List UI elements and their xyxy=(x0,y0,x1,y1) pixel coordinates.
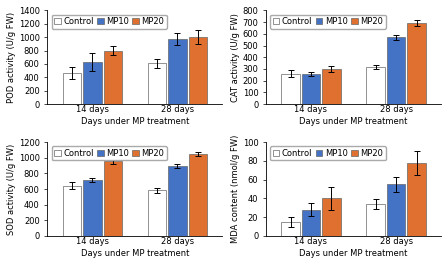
Bar xyxy=(148,63,166,104)
Bar xyxy=(103,51,122,104)
Bar xyxy=(83,180,102,236)
Y-axis label: MDA content (nmol/g FW): MDA content (nmol/g FW) xyxy=(231,135,240,243)
Bar xyxy=(407,163,426,236)
Y-axis label: POD activity (U/g FW): POD activity (U/g FW) xyxy=(7,12,16,103)
Legend: Control, MP10, MP20: Control, MP10, MP20 xyxy=(52,147,167,160)
Bar xyxy=(387,184,405,236)
Y-axis label: CAT activity (U/g FW): CAT activity (U/g FW) xyxy=(231,13,240,102)
Bar xyxy=(148,190,166,236)
X-axis label: Days under MP treatment: Days under MP treatment xyxy=(81,249,189,258)
X-axis label: Days under MP treatment: Days under MP treatment xyxy=(81,117,189,126)
Bar xyxy=(322,198,340,236)
Bar xyxy=(168,39,187,104)
Bar xyxy=(366,204,385,236)
Bar xyxy=(322,69,340,104)
Bar xyxy=(168,166,187,236)
Legend: Control, MP10, MP20: Control, MP10, MP20 xyxy=(270,147,386,160)
Bar xyxy=(63,73,81,104)
Bar xyxy=(63,186,81,236)
Bar xyxy=(302,74,320,104)
Bar xyxy=(83,62,102,104)
Bar xyxy=(281,222,300,236)
Bar xyxy=(387,37,405,104)
Legend: Control, MP10, MP20: Control, MP10, MP20 xyxy=(270,15,386,29)
Bar xyxy=(189,154,207,236)
Bar xyxy=(103,161,122,236)
Bar xyxy=(281,74,300,104)
Bar xyxy=(189,37,207,104)
Bar xyxy=(302,210,320,236)
X-axis label: Days under MP treatment: Days under MP treatment xyxy=(299,117,408,126)
Legend: Control, MP10, MP20: Control, MP10, MP20 xyxy=(52,15,167,29)
Y-axis label: SOD activity (U/g FW): SOD activity (U/g FW) xyxy=(7,143,16,235)
Bar xyxy=(407,23,426,104)
Bar xyxy=(366,67,385,104)
X-axis label: Days under MP treatment: Days under MP treatment xyxy=(299,249,408,258)
